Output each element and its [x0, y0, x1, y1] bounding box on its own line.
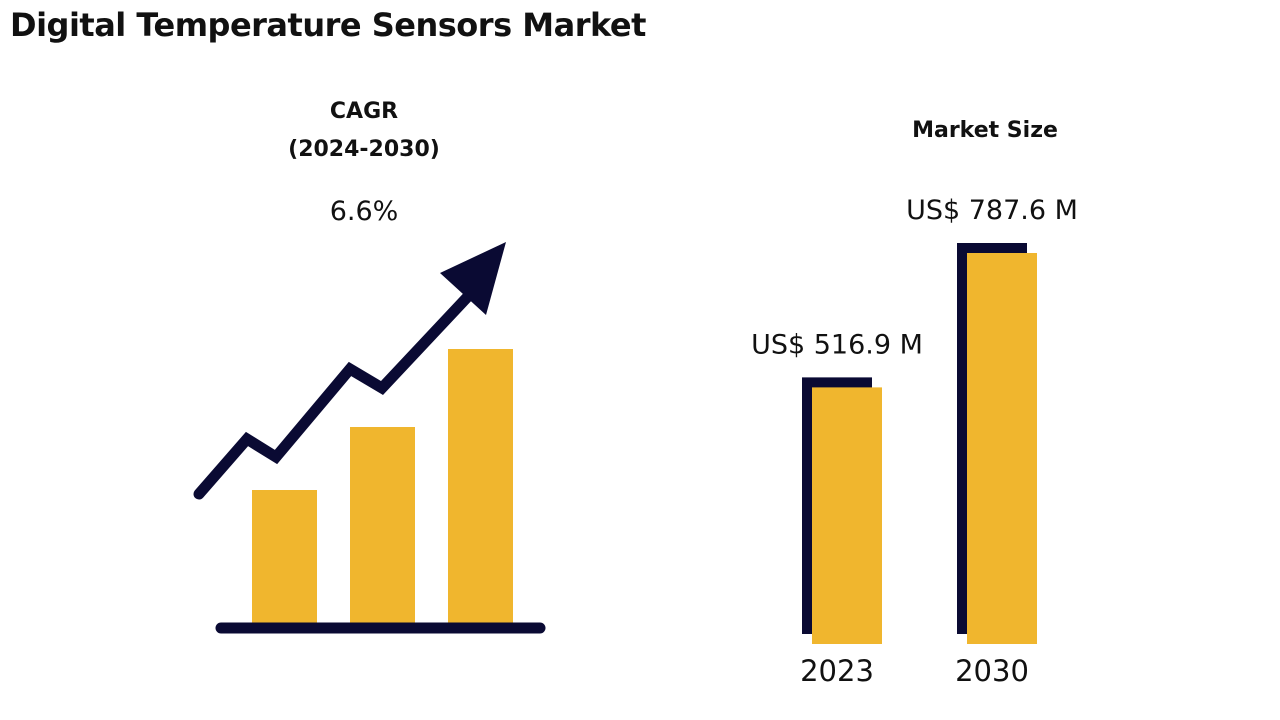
growth-bar-3	[448, 349, 513, 626]
year-label-2030: 2030	[955, 654, 1029, 688]
cagr-period-label: (2024-2030)	[288, 137, 440, 162]
bar-2030	[967, 253, 1037, 644]
value-label-2023: US$ 516.9 M	[751, 329, 923, 360]
trend-line	[193, 284, 480, 500]
cagr-label: CAGR	[329, 99, 399, 124]
market-size-title: Market Size	[912, 118, 1058, 143]
bar-2023	[812, 387, 882, 644]
growth-bar-1	[252, 490, 317, 626]
cagr-value: 6.6%	[329, 196, 399, 227]
growth-bar-2	[350, 427, 415, 626]
trend-arrowhead	[440, 242, 506, 315]
value-label-2030: US$ 787.6 M	[906, 195, 1078, 226]
page-title: Digital Temperature Sensors Market	[10, 6, 646, 44]
year-label-2023: 2023	[800, 654, 874, 688]
